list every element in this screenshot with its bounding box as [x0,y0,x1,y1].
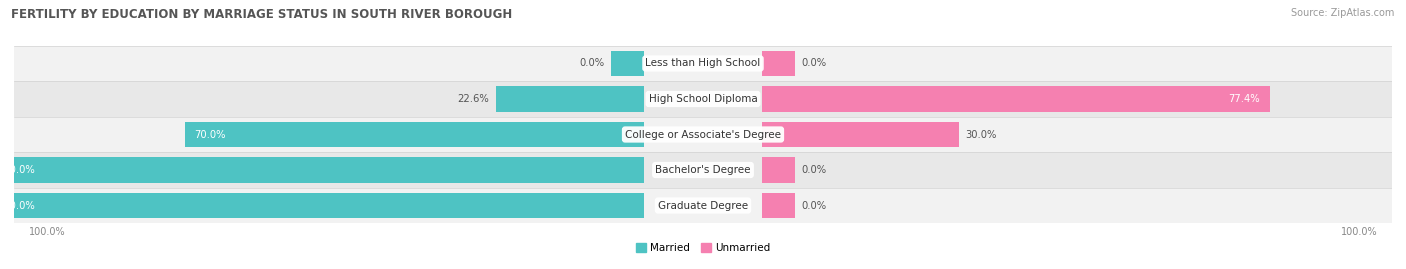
Text: 0.0%: 0.0% [801,165,827,175]
Text: Source: ZipAtlas.com: Source: ZipAtlas.com [1291,8,1395,18]
Text: High School Diploma: High School Diploma [648,94,758,104]
Text: 0.0%: 0.0% [801,58,827,69]
Bar [14,188,1392,223]
Bar [184,122,644,147]
Text: 100.0%: 100.0% [0,200,35,211]
Text: 30.0%: 30.0% [966,129,997,140]
Bar [0,193,644,218]
Text: 0.0%: 0.0% [801,200,827,211]
Bar [762,51,794,76]
Text: 70.0%: 70.0% [194,129,226,140]
Bar [612,51,644,76]
Text: FERTILITY BY EDUCATION BY MARRIAGE STATUS IN SOUTH RIVER BOROUGH: FERTILITY BY EDUCATION BY MARRIAGE STATU… [11,8,513,21]
Text: College or Associate's Degree: College or Associate's Degree [626,129,780,140]
Bar [0,157,644,183]
Bar [14,46,1392,81]
Text: 0.0%: 0.0% [579,58,605,69]
Text: 100.0%: 100.0% [0,165,35,175]
Bar [762,86,1270,112]
Bar [14,81,1392,117]
Bar [762,122,959,147]
Bar [14,117,1392,152]
Text: 77.4%: 77.4% [1229,94,1260,104]
Bar [496,86,644,112]
Text: Less than High School: Less than High School [645,58,761,69]
Text: Graduate Degree: Graduate Degree [658,200,748,211]
Text: 22.6%: 22.6% [457,94,489,104]
Bar [762,157,794,183]
Bar [762,193,794,218]
Bar [14,152,1392,188]
Legend: Married, Unmarried: Married, Unmarried [631,239,775,257]
Text: Bachelor's Degree: Bachelor's Degree [655,165,751,175]
